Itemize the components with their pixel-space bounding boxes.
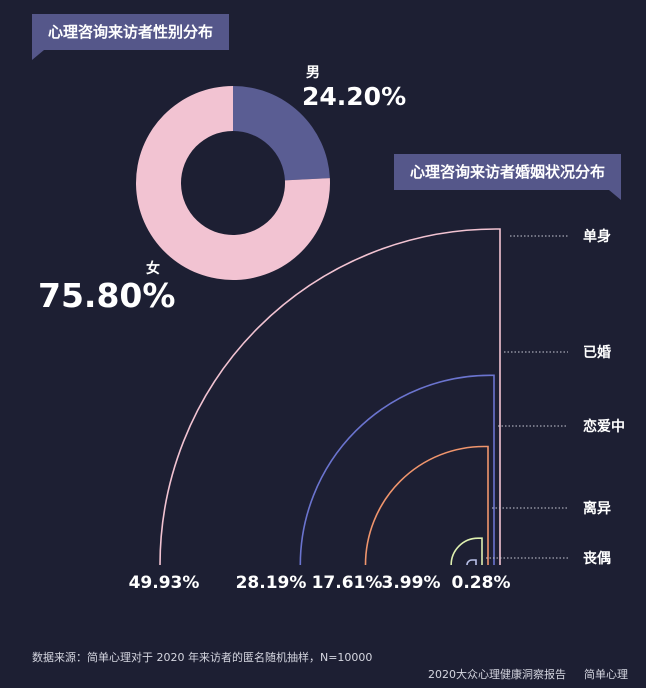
male-label: 男 — [306, 65, 320, 81]
percent-label-single: 49.93% — [129, 573, 200, 593]
arc-divorced — [450, 537, 483, 566]
arc-single — [159, 228, 501, 566]
donut-slice-male — [233, 86, 330, 181]
percent-label-dating: 17.61% — [312, 573, 383, 593]
brand-name: 简单心理 — [584, 668, 628, 681]
data-source-note: 数据来源：简单心理对于 2020 年来访者的匿名随机抽样，N=10000 — [32, 651, 373, 664]
report-title: 2020大众心理健康洞察报告 — [428, 668, 566, 681]
category-label-single: 单身 — [583, 228, 611, 245]
gender-chart-title: 心理咨询来访者性别分布 — [32, 14, 230, 60]
category-label-widowed: 丧偶 — [583, 550, 611, 567]
arc-married — [299, 374, 495, 566]
arc-widowed — [466, 559, 477, 566]
percent-label-widowed: 0.28% — [452, 573, 511, 593]
female-label: 女 — [146, 261, 160, 277]
percent-label-divorced: 3.99% — [382, 573, 441, 593]
donut-slice-female — [136, 86, 330, 280]
male-percent: 24.20% — [302, 82, 407, 111]
category-label-divorced: 离异 — [583, 500, 611, 517]
percent-label-married: 28.19% — [236, 573, 307, 593]
category-label-married: 已婚 — [583, 344, 611, 361]
category-label-dating: 恋爱中 — [583, 418, 625, 435]
marital-chart-title: 心理咨询来访者婚姻状况分布 — [394, 154, 622, 200]
female-percent: 75.80% — [38, 276, 176, 315]
arc-dating — [364, 445, 489, 566]
